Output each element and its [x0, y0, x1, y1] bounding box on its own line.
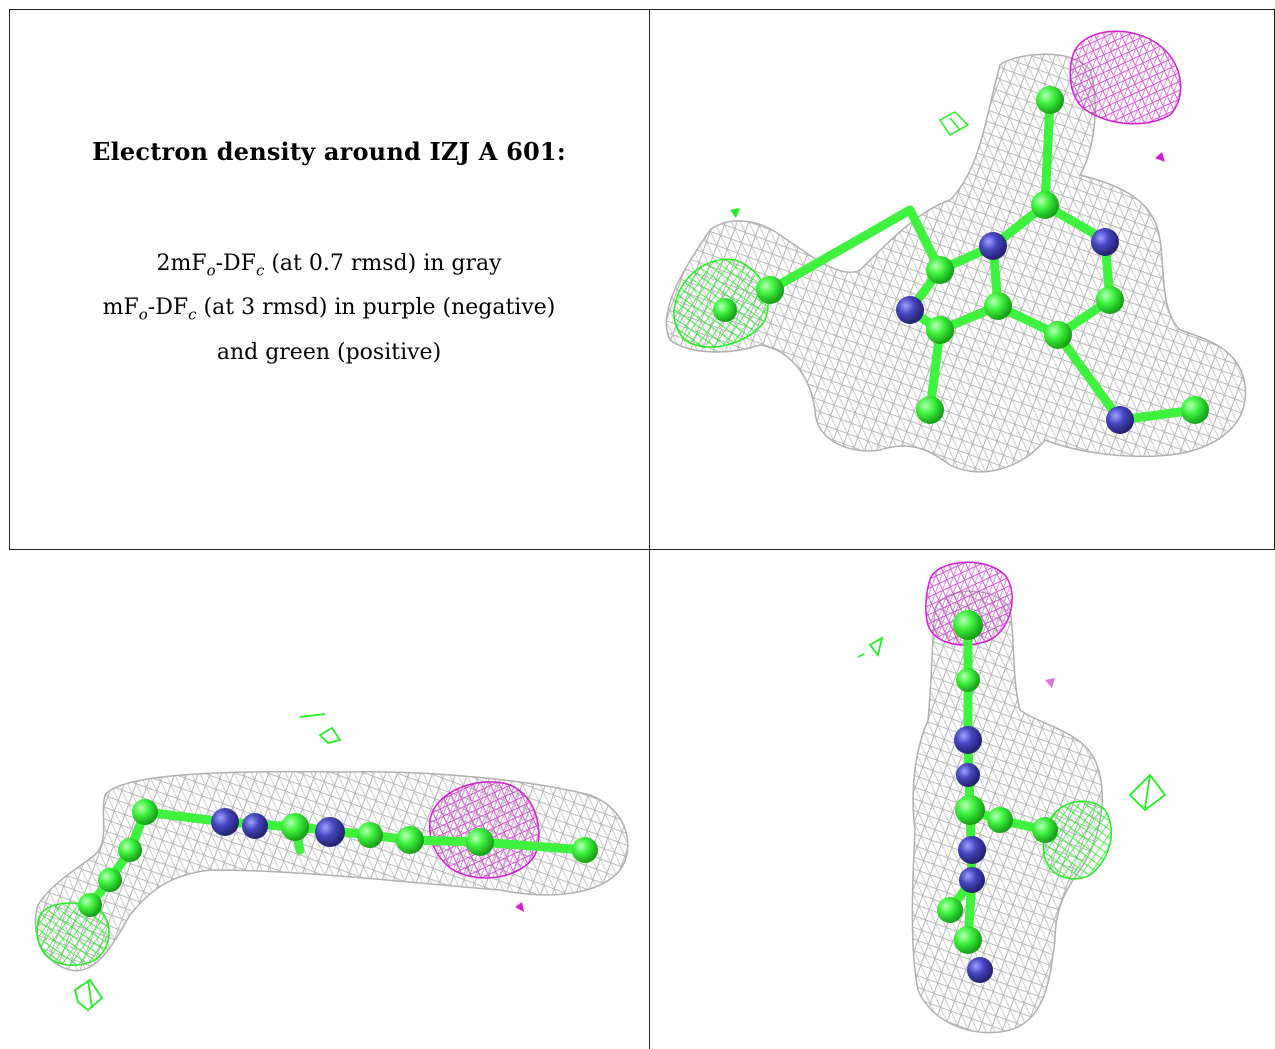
purple-negative-fragment [1155, 152, 1165, 162]
green-positive-fragment [1128, 773, 1167, 812]
green-positive-mesh [1042, 800, 1113, 880]
purple-negative-mesh [1069, 30, 1182, 125]
green-positive-fragment-small [857, 636, 884, 658]
ligand-atoms [78, 799, 598, 917]
gray-density-mesh [34, 770, 629, 972]
table-border-middle [9, 549, 1275, 550]
table-border-left [9, 9, 10, 550]
map-legend: 2mFo-DFc (at 0.7 rmsd) in gray mFo-DFc (… [9, 245, 649, 371]
table-border-top [9, 9, 1275, 10]
table-border-center [649, 9, 650, 1049]
density-view-bottom-right [857, 561, 1167, 1034]
density-view-bottom-left [34, 713, 629, 1012]
legend-line-2fofc: 2mFo-DFc (at 0.7 rmsd) in gray [156, 251, 502, 280]
green-positive-fragment-small [730, 208, 740, 218]
purple-negative-mesh [925, 561, 1013, 646]
green-positive-fragment [938, 111, 970, 136]
ligand-atoms [937, 610, 1058, 983]
density-view-top-right [665, 30, 1247, 473]
figure-title: Electron density around IZJ A 601: [92, 137, 566, 166]
purple-negative-fragment [515, 902, 524, 912]
purple-negative-fragment [1045, 678, 1055, 688]
legend-line-colors: and green (positive) [216, 339, 442, 365]
ligand-atoms [713, 86, 1209, 434]
green-positive-fragment [73, 978, 104, 1012]
legend-line-fofc: mFo-DFc (at 3 rmsd) in purple (negative) [102, 295, 556, 324]
caption-cell: Electron density around IZJ A 601: 2mFo-… [9, 9, 649, 549]
green-positive-fragment-small [299, 713, 342, 744]
